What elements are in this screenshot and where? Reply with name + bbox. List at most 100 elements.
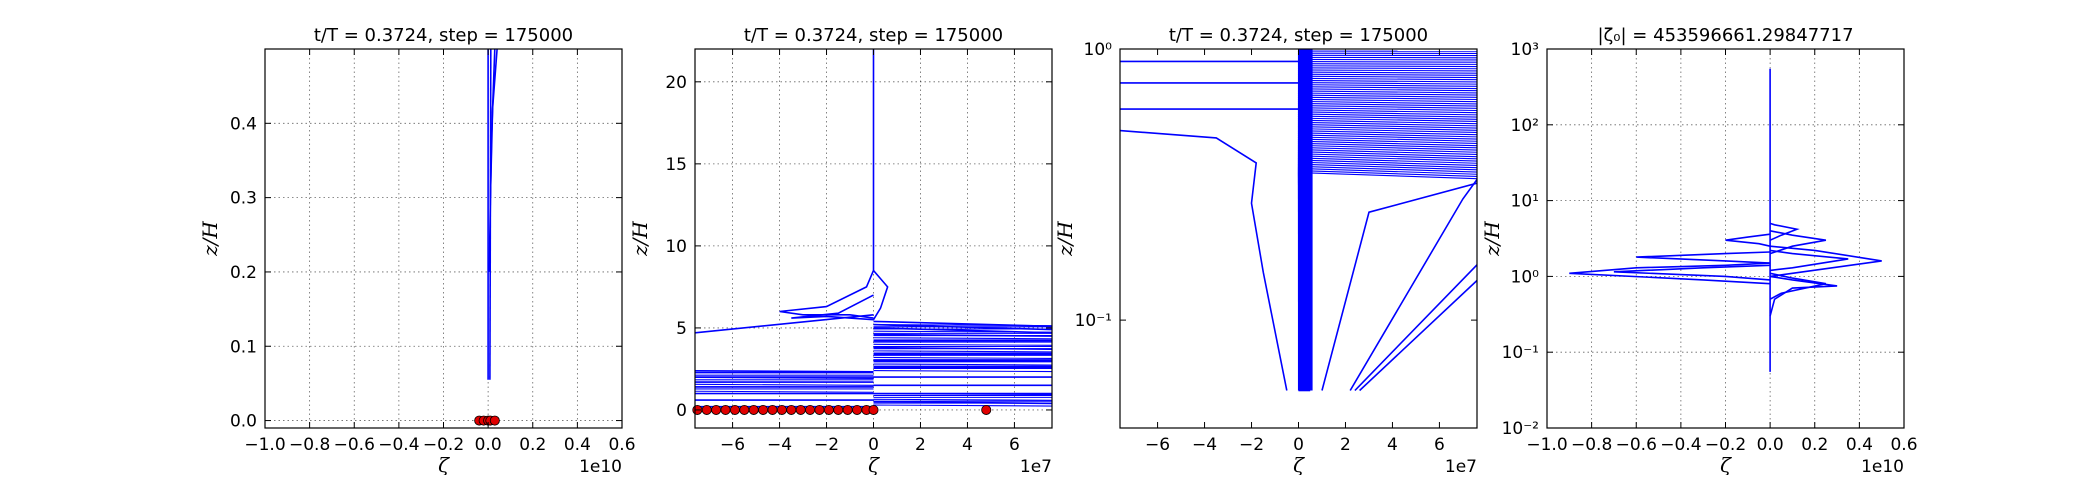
data-marker	[796, 405, 805, 414]
data-marker	[843, 405, 852, 414]
y-tick-label: 5	[676, 319, 687, 339]
x-offset-label: 1e7	[1020, 457, 1052, 475]
subplot-title: t/T = 0.3724, step = 175000	[744, 25, 1003, 46]
x-tick-label: 2	[1340, 435, 1351, 455]
x-tick-label: −0.4	[378, 435, 419, 455]
series-line	[874, 271, 888, 320]
y-tick-label: 0.3	[230, 189, 257, 209]
x-tick-label: −0.6	[1616, 435, 1657, 455]
series-line	[1636, 252, 1770, 263]
x-tick-label: −4	[1192, 435, 1217, 455]
x-tick-label: −0.8	[1571, 435, 1612, 455]
data-marker	[869, 405, 878, 414]
y-tick-label: 0.0	[230, 412, 257, 432]
x-tick-label: 0.2	[1801, 435, 1828, 455]
x-tick-label: −1.0	[244, 435, 285, 455]
y-axis-label: z/H	[198, 221, 222, 257]
y-tick-label: 10³	[1511, 40, 1539, 60]
x-tick-label: 0.0	[475, 435, 502, 455]
data-marker	[824, 405, 833, 414]
x-tick-label: 2	[915, 435, 926, 455]
series-line	[1770, 276, 1837, 316]
fan-line	[1299, 89, 1478, 91]
series-line	[1726, 234, 1771, 246]
x-tick-label: 0	[868, 435, 879, 455]
x-axis-label: ζ	[1720, 453, 1732, 475]
data-marker	[721, 405, 730, 414]
fan-line	[1299, 93, 1478, 95]
data-marker	[749, 405, 758, 414]
data-marker	[712, 405, 721, 414]
x-tick-label: 6	[1434, 435, 1445, 455]
plot-area	[1120, 49, 1477, 391]
y-tick-label: 10⁻¹	[1075, 311, 1112, 331]
plot-area	[1547, 49, 1904, 428]
x-tick-label: −4	[767, 435, 792, 455]
series-line	[1770, 246, 1882, 276]
y-tick-label: 0.4	[230, 114, 257, 134]
fan-line	[1299, 87, 1478, 89]
x-tick-label: −6	[720, 435, 745, 455]
band-line	[874, 364, 1053, 365]
band-line	[695, 384, 874, 385]
fan-line	[1299, 68, 1478, 69]
data-marker	[768, 405, 777, 414]
y-tick-label: 10	[665, 237, 687, 257]
y-tick-label: 0.1	[230, 337, 257, 357]
band-line	[874, 405, 1053, 406]
x-tick-label: −0.2	[423, 435, 464, 455]
series-line	[1360, 281, 1477, 391]
y-axis-label: z/H	[628, 221, 652, 257]
fan-line	[1299, 80, 1478, 82]
y-tick-label: 10²	[1511, 116, 1539, 136]
data-marker	[730, 405, 739, 414]
data-marker	[982, 405, 991, 414]
data-marker	[852, 405, 861, 414]
x-tick-label: 4	[1387, 435, 1398, 455]
y-axis-label: z/H	[1053, 221, 1077, 257]
x-tick-label: 0	[1293, 435, 1304, 455]
x-tick-label: −6	[1145, 435, 1170, 455]
subplot-title: t/T = 0.3724, step = 175000	[314, 25, 573, 46]
fan-line	[1299, 135, 1478, 139]
x-tick-label: 4	[962, 435, 973, 455]
y-tick-label: 10¹	[1511, 192, 1539, 212]
fan-line	[1299, 83, 1478, 85]
x-tick-label: −0.6	[334, 435, 375, 455]
x-tick-label: 6	[1009, 435, 1020, 455]
x-tick-label: 0.6	[1890, 435, 1917, 455]
fan-line	[1299, 66, 1478, 67]
x-axis-label: ζ	[1293, 453, 1305, 475]
plot-area	[695, 49, 1052, 428]
band-line	[874, 338, 1053, 339]
y-tick-label: 10⁻²	[1502, 419, 1539, 439]
x-tick-label: 0.6	[608, 435, 635, 455]
plot-area	[265, 49, 622, 428]
y-tick-label: 0.2	[230, 263, 257, 283]
band-line	[695, 391, 874, 392]
x-tick-label: 0.2	[519, 435, 546, 455]
fan-line	[1299, 78, 1478, 79]
y-tick-label: 20	[665, 73, 687, 93]
subplot-title: |ζ₀| = 453596661.29847717	[1597, 25, 1853, 46]
fan-line	[1299, 74, 1478, 75]
band-line	[874, 357, 1053, 358]
fan-line	[1299, 62, 1478, 63]
fan-line	[1299, 70, 1478, 71]
series-line	[780, 49, 874, 318]
band-line	[874, 399, 1053, 400]
band-line	[874, 351, 1053, 352]
data-marker	[759, 405, 768, 414]
y-tick-label: 15	[665, 155, 687, 175]
data-marker	[834, 405, 843, 414]
data-marker	[787, 405, 796, 414]
x-tick-label: 0.4	[1846, 435, 1873, 455]
subplot-title: t/T = 0.3724, step = 175000	[1169, 25, 1428, 46]
x-tick-label: −2	[814, 435, 839, 455]
x-tick-label: −2	[1239, 435, 1264, 455]
